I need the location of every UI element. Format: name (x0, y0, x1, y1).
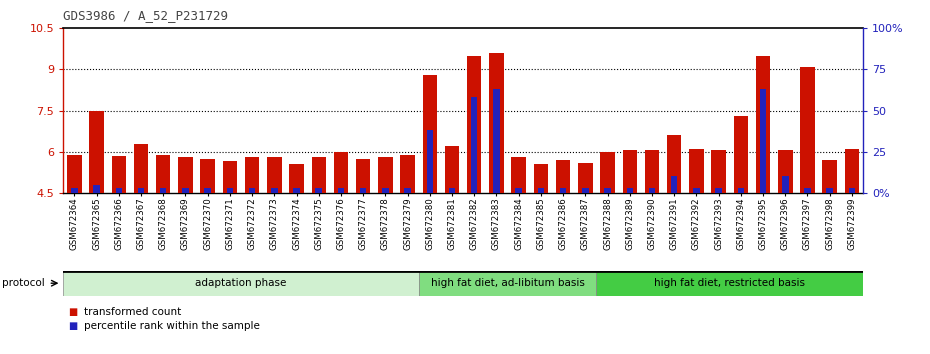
Bar (711, 150, 725, 193)
Bar (538, 188, 544, 193)
Text: transformed count: transformed count (84, 307, 181, 317)
Bar (182, 188, 189, 193)
Bar (227, 188, 233, 193)
Bar (804, 188, 811, 193)
Bar (512, 157, 525, 193)
Bar (556, 160, 570, 193)
Bar (715, 188, 722, 193)
Bar (737, 188, 744, 193)
Text: ■: ■ (68, 307, 77, 317)
Bar (445, 146, 459, 193)
Bar (63, 271, 418, 296)
Bar (471, 97, 477, 193)
Bar (338, 188, 344, 193)
Bar (644, 150, 659, 193)
Bar (134, 144, 148, 193)
Bar (356, 159, 370, 193)
Bar (534, 164, 548, 193)
Bar (422, 75, 437, 193)
Bar (289, 164, 304, 193)
Text: percentile rank within the sample: percentile rank within the sample (84, 321, 259, 331)
Bar (560, 188, 566, 193)
Bar (93, 185, 100, 193)
Text: high fat diet, ad-libitum basis: high fat diet, ad-libitum basis (431, 278, 585, 288)
Bar (382, 188, 389, 193)
Bar (160, 188, 166, 193)
Bar (671, 177, 677, 193)
Bar (827, 188, 833, 193)
Bar (604, 188, 611, 193)
Bar (596, 271, 863, 296)
Bar (627, 188, 633, 193)
Text: GDS3986 / A_52_P231729: GDS3986 / A_52_P231729 (63, 9, 228, 22)
Text: ■: ■ (68, 321, 77, 331)
Bar (427, 130, 433, 193)
Text: high fat diet, restricted basis: high fat diet, restricted basis (654, 278, 805, 288)
Bar (734, 116, 748, 193)
Bar (515, 188, 522, 193)
Bar (360, 188, 366, 193)
Bar (844, 149, 859, 193)
Bar (578, 163, 592, 193)
Bar (849, 188, 856, 193)
Bar (267, 157, 282, 193)
Bar (201, 159, 215, 193)
Text: adaptation phase: adaptation phase (195, 278, 286, 288)
Bar (689, 149, 704, 193)
Bar (756, 56, 770, 193)
Bar (245, 157, 259, 193)
Bar (115, 188, 122, 193)
Bar (67, 154, 82, 193)
Bar (334, 152, 348, 193)
Bar (379, 157, 392, 193)
Bar (138, 188, 144, 193)
Bar (760, 89, 766, 193)
Bar (782, 177, 789, 193)
Bar (222, 161, 237, 193)
Bar (801, 67, 815, 193)
Bar (493, 89, 499, 193)
Bar (622, 150, 637, 193)
Bar (71, 188, 77, 193)
Bar (271, 188, 277, 193)
Bar (405, 188, 411, 193)
Bar (312, 157, 326, 193)
Bar (693, 188, 699, 193)
Bar (179, 157, 193, 193)
Bar (418, 271, 596, 296)
Bar (401, 154, 415, 193)
Bar (822, 160, 837, 193)
Bar (449, 188, 456, 193)
Bar (156, 154, 170, 193)
Bar (112, 156, 126, 193)
Bar (649, 188, 656, 193)
Bar (778, 150, 792, 193)
Bar (667, 135, 682, 193)
Bar (582, 188, 589, 193)
Text: protocol: protocol (2, 278, 45, 288)
Bar (489, 53, 504, 193)
Bar (249, 188, 256, 193)
Bar (205, 188, 211, 193)
Bar (467, 56, 482, 193)
Bar (293, 188, 299, 193)
Bar (601, 152, 615, 193)
Bar (315, 188, 322, 193)
Bar (89, 111, 104, 193)
